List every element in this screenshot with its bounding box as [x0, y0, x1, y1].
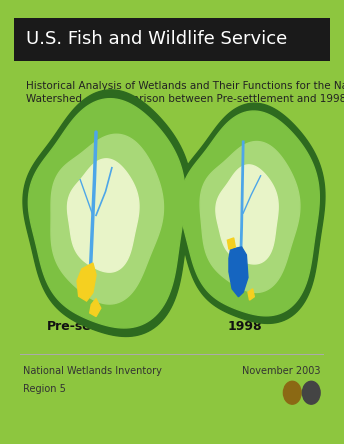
- FancyBboxPatch shape: [20, 354, 324, 355]
- Circle shape: [302, 381, 320, 404]
- Polygon shape: [28, 99, 185, 328]
- Text: November 2003: November 2003: [242, 366, 321, 376]
- Polygon shape: [229, 247, 248, 297]
- Text: National Wetlands Inventory: National Wetlands Inventory: [23, 366, 162, 376]
- Polygon shape: [180, 111, 319, 316]
- Polygon shape: [67, 159, 139, 272]
- Polygon shape: [216, 165, 278, 264]
- Text: Historical Analysis of Wetlands and Their Functions for the Nanticoke River
Wate: Historical Analysis of Wetlands and Thei…: [26, 81, 344, 104]
- Polygon shape: [248, 289, 254, 300]
- Text: 1998: 1998: [227, 320, 262, 333]
- Circle shape: [283, 381, 301, 404]
- FancyBboxPatch shape: [14, 18, 330, 61]
- Text: Region 5: Region 5: [23, 385, 66, 394]
- Polygon shape: [200, 142, 300, 293]
- Text: Pre-settlement: Pre-settlement: [46, 320, 152, 333]
- Text: U.S. Fish and Wildlife Service: U.S. Fish and Wildlife Service: [26, 30, 288, 48]
- Polygon shape: [90, 299, 101, 317]
- Polygon shape: [51, 134, 163, 304]
- Polygon shape: [23, 90, 192, 337]
- Polygon shape: [175, 103, 325, 323]
- Polygon shape: [227, 238, 235, 249]
- Polygon shape: [77, 263, 96, 301]
